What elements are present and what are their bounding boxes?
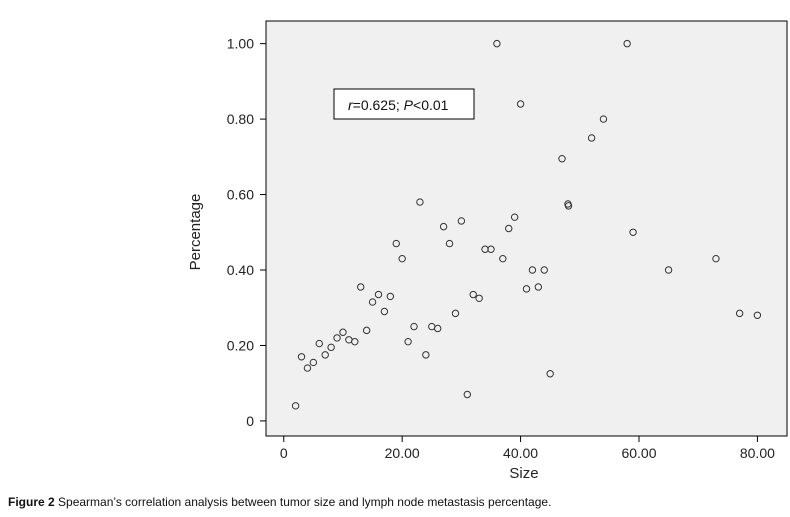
data-point bbox=[493, 39, 501, 48]
data-point bbox=[398, 254, 406, 263]
data-point bbox=[558, 155, 566, 163]
data-point bbox=[416, 198, 424, 206]
data-point bbox=[422, 351, 430, 359]
data-point bbox=[516, 100, 525, 108]
x-tick-label: 80.00 bbox=[740, 445, 775, 461]
data-point bbox=[386, 292, 395, 301]
data-point bbox=[540, 266, 548, 274]
data-point bbox=[321, 351, 329, 359]
data-point bbox=[392, 239, 400, 248]
data-point bbox=[357, 283, 365, 291]
data-point bbox=[599, 115, 608, 123]
data-point bbox=[351, 337, 359, 346]
data-point bbox=[546, 370, 554, 378]
r-symbol: r bbox=[348, 97, 354, 113]
data-point bbox=[333, 334, 341, 342]
data-point bbox=[327, 343, 335, 352]
data-point bbox=[487, 245, 495, 253]
data-point bbox=[469, 290, 477, 299]
data-point bbox=[664, 266, 673, 274]
p-symbol: P bbox=[404, 97, 414, 113]
figure-caption: Figure 2 Spearman’s correlation analysis… bbox=[8, 495, 551, 509]
data-point bbox=[712, 254, 720, 263]
x-tick-label: 60.00 bbox=[621, 445, 656, 461]
y-tick-label: 0.40 bbox=[227, 262, 254, 278]
data-point bbox=[309, 358, 318, 367]
x-axis: 0 20.00 40.00 60.00 80.00 bbox=[280, 436, 775, 461]
y-axis: 0 0.20 0.40 0.60 0.80 1.00 bbox=[227, 36, 266, 429]
y-tick-label: 0 bbox=[246, 413, 254, 429]
data-point bbox=[623, 39, 631, 48]
x-axis-title: Size bbox=[509, 465, 538, 482]
data-point bbox=[735, 309, 744, 318]
data-point bbox=[368, 298, 377, 306]
data-point bbox=[753, 311, 762, 319]
y-tick-label: 0.60 bbox=[227, 187, 254, 203]
data-point bbox=[528, 266, 537, 274]
y-tick-label: 1.00 bbox=[227, 36, 254, 52]
x-tick-label: 40.00 bbox=[503, 445, 538, 461]
y-axis-title: Percentage bbox=[187, 194, 204, 271]
annotation-box bbox=[333, 88, 475, 120]
data-point bbox=[463, 390, 471, 399]
data-point bbox=[445, 239, 454, 248]
data-point bbox=[315, 339, 323, 348]
data-point bbox=[374, 290, 383, 299]
data-point bbox=[534, 283, 543, 291]
data-point bbox=[505, 224, 513, 233]
y-tick-label: 0.80 bbox=[227, 111, 254, 127]
data-point bbox=[499, 254, 507, 263]
data-point bbox=[291, 402, 300, 410]
p-value: <0.01 bbox=[413, 97, 449, 113]
caption-text: Spearman’s correlation analysis between … bbox=[54, 495, 552, 509]
data-point bbox=[629, 228, 637, 236]
data-point bbox=[564, 202, 573, 210]
data-point bbox=[380, 307, 389, 316]
data-point bbox=[303, 364, 312, 372]
data-point bbox=[404, 337, 412, 346]
figure-label: Figure 2 bbox=[8, 495, 55, 509]
plot-area bbox=[265, 20, 788, 437]
scatter-chart: 0 20.00 40.00 60.00 80.00 0 0.20 0.40 0.60 0.80 1… bbox=[187, 20, 788, 482]
data-point bbox=[457, 217, 466, 225]
data-point bbox=[297, 353, 306, 361]
data-point bbox=[451, 309, 460, 318]
correlation-annotation: r=0.625; P<0.01 bbox=[333, 88, 475, 120]
data-points bbox=[291, 39, 762, 410]
x-tick-label: 0 bbox=[280, 445, 288, 461]
data-point bbox=[587, 134, 596, 142]
annotation-text: r=0.625; P<0.01 bbox=[348, 97, 449, 113]
data-point bbox=[339, 328, 347, 336]
data-point bbox=[433, 324, 442, 333]
data-point bbox=[510, 213, 519, 221]
data-point bbox=[475, 294, 483, 302]
x-tick-label: 20.00 bbox=[385, 445, 420, 461]
data-point bbox=[362, 326, 371, 335]
data-point bbox=[439, 222, 448, 231]
data-point bbox=[410, 322, 418, 331]
data-point bbox=[522, 285, 531, 293]
y-tick-label: 0.20 bbox=[227, 337, 254, 353]
r-value: =0.625; bbox=[353, 97, 404, 113]
